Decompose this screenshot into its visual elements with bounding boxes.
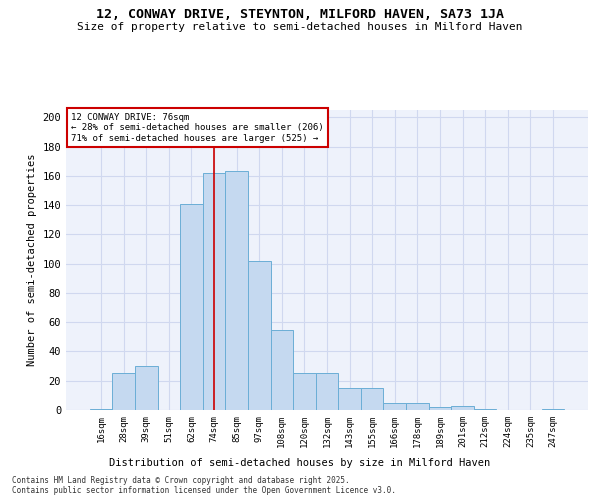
Text: 12 CONWAY DRIVE: 76sqm
← 28% of semi-detached houses are smaller (206)
71% of se: 12 CONWAY DRIVE: 76sqm ← 28% of semi-det… <box>71 113 324 143</box>
Bar <box>293 374 316 410</box>
Bar <box>248 260 271 410</box>
Bar <box>271 330 293 410</box>
Bar <box>542 408 564 410</box>
Bar <box>406 402 428 410</box>
Bar <box>226 172 248 410</box>
Text: 12, CONWAY DRIVE, STEYNTON, MILFORD HAVEN, SA73 1JA: 12, CONWAY DRIVE, STEYNTON, MILFORD HAVE… <box>96 8 504 20</box>
Y-axis label: Number of semi-detached properties: Number of semi-detached properties <box>27 154 37 366</box>
Text: Size of property relative to semi-detached houses in Milford Haven: Size of property relative to semi-detach… <box>77 22 523 32</box>
Bar <box>361 388 383 410</box>
Text: Distribution of semi-detached houses by size in Milford Haven: Distribution of semi-detached houses by … <box>109 458 491 468</box>
Bar <box>451 406 474 410</box>
Bar <box>112 374 135 410</box>
Bar <box>180 204 203 410</box>
Bar <box>135 366 158 410</box>
Bar <box>316 374 338 410</box>
Bar <box>383 402 406 410</box>
Bar <box>474 408 496 410</box>
Bar <box>203 173 226 410</box>
Bar <box>428 407 451 410</box>
Text: Contains HM Land Registry data © Crown copyright and database right 2025.
Contai: Contains HM Land Registry data © Crown c… <box>12 476 396 495</box>
Bar <box>90 408 112 410</box>
Bar <box>338 388 361 410</box>
